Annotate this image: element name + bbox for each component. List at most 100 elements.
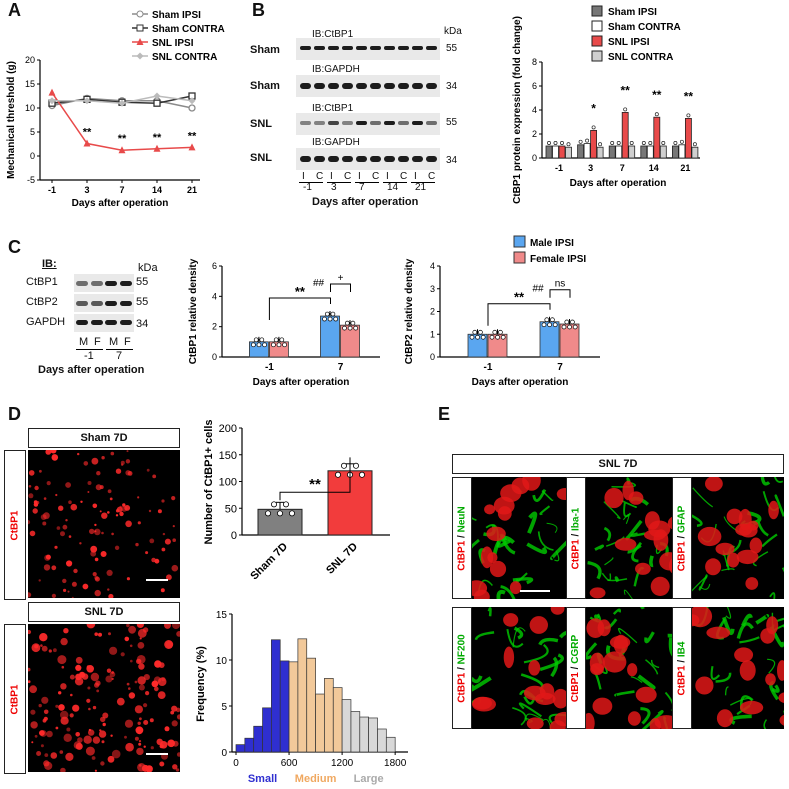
cell-dot: [40, 514, 47, 520]
cell-dot: [176, 752, 180, 757]
merge-image: [692, 607, 784, 729]
green-signal: [532, 488, 547, 502]
data-point: [641, 141, 646, 145]
data-point: [118, 146, 126, 154]
cell-dot: [50, 752, 58, 759]
image-title: Sham 7D: [28, 428, 180, 448]
blot-strip: [296, 38, 440, 60]
micrograph-merge: [692, 477, 784, 599]
x-tick-label: -1: [48, 185, 56, 195]
blot-band: [105, 320, 117, 325]
cell-dot: [172, 764, 178, 770]
cell-dot: [130, 659, 133, 663]
cell-dot: [48, 649, 52, 653]
lane-label: I: [302, 171, 305, 182]
y-tick-label: 4: [212, 291, 217, 301]
cell-dot: [137, 721, 141, 725]
red-cell: [635, 686, 657, 703]
histogram-bar: [385, 736, 396, 753]
red-cell: [526, 717, 544, 729]
data-point: [469, 334, 475, 340]
significance-mark: **: [514, 290, 525, 305]
bar: [565, 146, 572, 159]
cell-dot: [115, 468, 122, 474]
cell-dot: [107, 755, 115, 763]
data-point: [567, 324, 572, 330]
cell-dot: [65, 519, 68, 522]
cell-dot: [94, 557, 99, 562]
cell-dot: [109, 646, 118, 655]
red-cell: [486, 526, 506, 541]
cell-dot: [172, 525, 175, 528]
y-tick-label: 3: [430, 284, 435, 294]
cell-dot: [92, 503, 98, 509]
size-class-label: Medium: [295, 773, 337, 785]
legend-label: SNL IPSI: [152, 38, 194, 49]
y-tick-label: 15: [25, 79, 35, 89]
cell-dot: [38, 703, 42, 708]
x-tick-label: 3: [588, 163, 593, 173]
data-point: [591, 125, 596, 130]
green-signal: [614, 576, 620, 583]
y-tick-label: 0: [212, 352, 217, 362]
green-signal: [739, 636, 760, 644]
cell-dot: [99, 510, 102, 513]
ib-label: IB:GAPDH: [312, 137, 360, 148]
chart-c2: 0 1 2 3 4 CtBP2 relative density -1 7 Days after…: [404, 235, 600, 388]
cell-dot: [156, 738, 163, 745]
x-tick-label: 7: [557, 362, 563, 373]
stain-sep: /: [456, 531, 468, 541]
legend-label: SNL CONTRA: [608, 52, 673, 63]
y-tick-label: 100: [219, 477, 237, 489]
data-point: [598, 142, 603, 147]
cell-dot: [136, 658, 142, 665]
green-signal: [538, 637, 559, 646]
cell-dot: [87, 686, 91, 690]
stain-green: Iba-1: [570, 507, 582, 531]
significance-bracket: [268, 297, 331, 321]
data-point: [333, 316, 339, 322]
cell-dot: [66, 727, 71, 732]
legend-swatch: [591, 20, 603, 32]
histogram-bar: [253, 725, 263, 753]
significance-mark: **: [309, 476, 321, 493]
bar: [684, 118, 692, 159]
stain-red: CtBP1: [676, 664, 688, 695]
cell-dot: [81, 673, 89, 680]
bar: [545, 145, 553, 159]
blot-band: [314, 156, 325, 162]
red-cell: [726, 508, 743, 525]
cell-dot: [45, 450, 52, 455]
stain-text: CtBP1 / NF200: [457, 634, 468, 702]
cell-dot: [124, 735, 127, 739]
lane-label: C: [344, 171, 352, 182]
green-signal: [621, 499, 637, 508]
cell-dot: [85, 746, 95, 756]
cell-dot: [88, 707, 91, 711]
micrograph-sham: [28, 450, 180, 598]
red-cell: [705, 477, 723, 492]
cell-dot: [69, 713, 74, 718]
lane-label: I: [414, 171, 417, 182]
cell-dot: [71, 581, 77, 587]
legend-label: Male IPSI: [530, 238, 574, 249]
data-point: [679, 139, 684, 144]
cell-dot: [143, 745, 146, 748]
ib-label: IB:CtBP1: [312, 103, 354, 114]
data-point: [353, 325, 359, 331]
lane-bracket: [299, 182, 323, 183]
merge-image: [692, 477, 784, 599]
data-point: [578, 139, 583, 144]
green-signal: [537, 531, 554, 551]
blot-band: [328, 83, 339, 89]
green-signal: [774, 494, 784, 517]
blot-band: [384, 156, 395, 162]
data-point: [83, 97, 91, 105]
kda-marker: 34: [446, 81, 458, 92]
merge-image: [587, 477, 682, 599]
histogram-bar: [271, 639, 281, 753]
green-signal: [692, 575, 708, 592]
red-cell: [550, 607, 565, 615]
stain-green: GFAP: [676, 505, 688, 533]
green-signal: [699, 583, 711, 590]
